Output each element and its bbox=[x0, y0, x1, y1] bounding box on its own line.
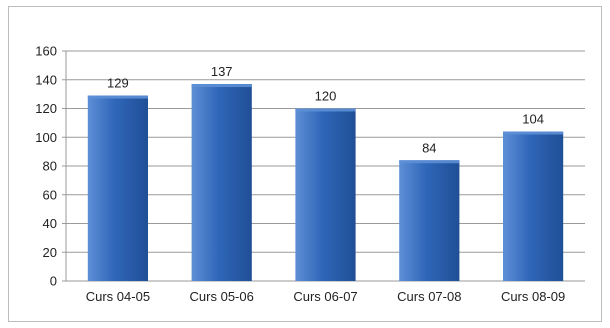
y-tick-label: 120 bbox=[35, 101, 57, 116]
data-label-2: 137 bbox=[211, 64, 233, 79]
bar-5 bbox=[502, 131, 564, 281]
data-label-3: 120 bbox=[315, 89, 337, 104]
y-tick-label: 100 bbox=[35, 130, 57, 145]
axes bbox=[62, 50, 67, 282]
data-label-4: 84 bbox=[422, 140, 436, 155]
x-tick-label-1: Curs 04-05 bbox=[86, 289, 150, 304]
bar-4 bbox=[399, 160, 460, 281]
bar-2 bbox=[191, 84, 252, 281]
bar-cap-4 bbox=[399, 160, 460, 164]
x-tick-label-4: Curs 07-08 bbox=[397, 289, 461, 304]
bars bbox=[87, 84, 564, 281]
data-label-1: 129 bbox=[107, 76, 129, 91]
y-tick-label: 60 bbox=[43, 187, 57, 202]
x-tick-label-3: Curs 06-07 bbox=[293, 289, 357, 304]
bar-cap-2 bbox=[191, 84, 252, 88]
y-tick-label: 20 bbox=[43, 245, 57, 260]
bar-3 bbox=[295, 108, 356, 281]
bar-1 bbox=[87, 95, 149, 281]
y-tick-label: 140 bbox=[35, 72, 57, 87]
data-label-5: 104 bbox=[522, 112, 544, 127]
y-tick-label: 40 bbox=[43, 216, 57, 231]
y-tick-label: 160 bbox=[35, 44, 57, 59]
bar-cap-3 bbox=[295, 108, 356, 112]
y-tick-label: 0 bbox=[50, 274, 57, 289]
x-tick-labels: Curs 04-05 Curs 05-06 Curs 06-07 Curs 07-08… bbox=[86, 289, 566, 304]
data-labels: 129 137 120 84 104 bbox=[107, 64, 544, 155]
bar-cap-5 bbox=[502, 131, 564, 135]
x-tick-label-5: Curs 08-09 bbox=[501, 289, 565, 304]
bar-cap-1 bbox=[87, 95, 149, 99]
y-tick-labels: 0 20 40 60 80 100 120 140 160 bbox=[35, 44, 57, 289]
x-tick-label-2: Curs 05-06 bbox=[190, 289, 254, 304]
y-tick-label: 80 bbox=[43, 159, 57, 174]
